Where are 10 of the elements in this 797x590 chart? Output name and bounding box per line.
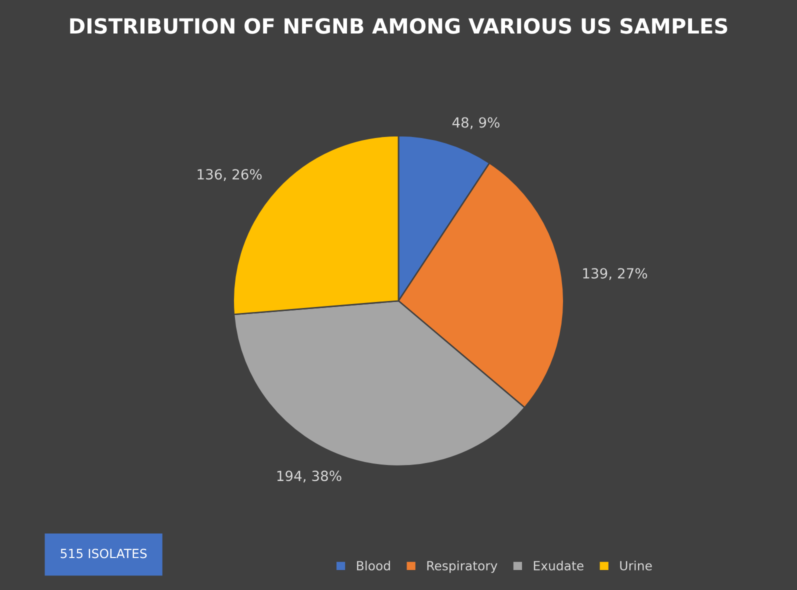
data-label: 48, 9%	[452, 117, 500, 130]
text: 515 ISOLATES	[60, 548, 147, 558]
legend-label: Blood	[357, 560, 390, 570]
data-label: 136, 26%	[198, 169, 262, 181]
legend-label: Exudate	[534, 560, 584, 570]
legend-label: Urine	[620, 560, 652, 570]
chart-title: DISTRIBUTION OF NFGNB AMONG VARIOUS US SAMPLES	[70, 18, 728, 34]
data-label: 139, 27%	[583, 268, 648, 280]
data-label: 194, 38%	[277, 470, 342, 483]
legend-label: Respiratory	[427, 560, 498, 573]
